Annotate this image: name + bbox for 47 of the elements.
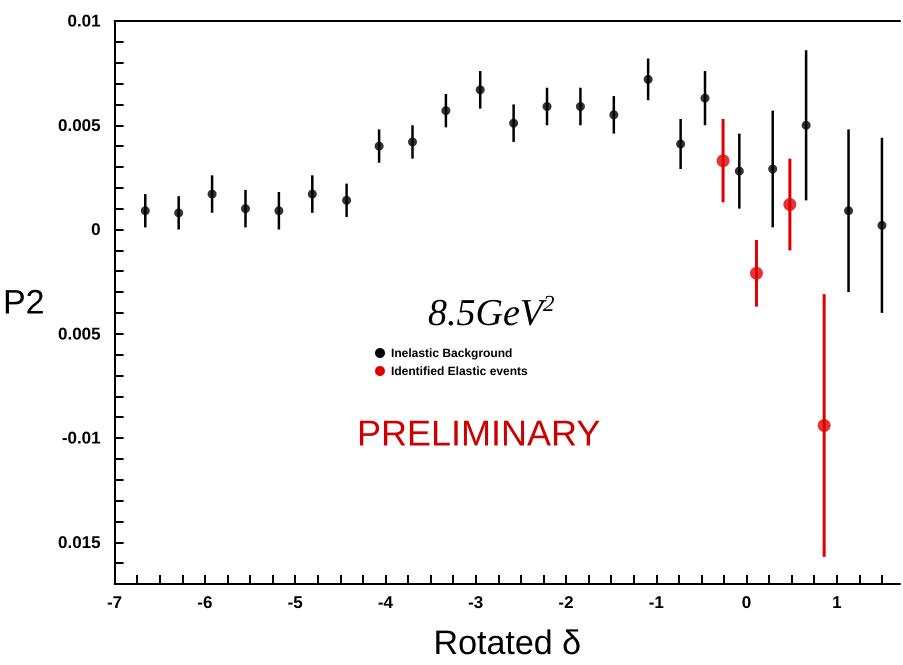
point xyxy=(716,154,730,168)
y-tick-label: -0.01 xyxy=(62,428,101,448)
point xyxy=(140,206,150,216)
x-tick-label: 1 xyxy=(832,593,842,612)
x-tick-label: -2 xyxy=(558,593,574,612)
y-axis-title: P2 xyxy=(2,284,45,322)
legend-label: Identified Elastic events xyxy=(391,364,528,378)
point xyxy=(818,419,831,432)
y-tick-label: 0 xyxy=(91,220,101,240)
point xyxy=(877,220,886,230)
x-tick-label: -4 xyxy=(378,593,394,612)
point xyxy=(208,190,217,199)
x-tick-label: -5 xyxy=(288,593,303,612)
point xyxy=(768,164,778,174)
x-tick-label: -1 xyxy=(648,593,664,612)
point xyxy=(308,190,317,199)
x-tick-label: -6 xyxy=(197,593,212,612)
point xyxy=(342,196,352,205)
point xyxy=(408,137,417,146)
x-tick-label: -3 xyxy=(468,593,484,612)
point xyxy=(509,118,518,128)
point xyxy=(374,142,384,151)
y-tick-label: 0.015 xyxy=(58,532,101,552)
point xyxy=(609,110,618,120)
point xyxy=(174,208,184,218)
legend-label: Inelastic Background xyxy=(391,346,512,360)
point xyxy=(274,206,284,216)
annotation: PRELIMINARY xyxy=(357,412,600,454)
point xyxy=(644,74,653,84)
point xyxy=(734,166,744,176)
point xyxy=(676,140,686,149)
point xyxy=(476,85,485,94)
point xyxy=(802,120,811,130)
x-axis-title: Rotated δ xyxy=(434,624,582,662)
point xyxy=(783,198,796,211)
y-tick-label: 0.01 xyxy=(67,12,101,30)
point xyxy=(750,266,763,280)
y-tick-label: 0.005 xyxy=(58,116,101,135)
point xyxy=(844,206,854,216)
point xyxy=(700,94,710,103)
y-tick-label: 0.005 xyxy=(58,324,101,344)
x-tick-label: 0 xyxy=(742,593,752,612)
x-tick-label: -7 xyxy=(107,593,122,612)
point xyxy=(241,204,250,214)
point xyxy=(576,102,585,111)
point xyxy=(441,106,450,116)
point xyxy=(542,102,552,111)
